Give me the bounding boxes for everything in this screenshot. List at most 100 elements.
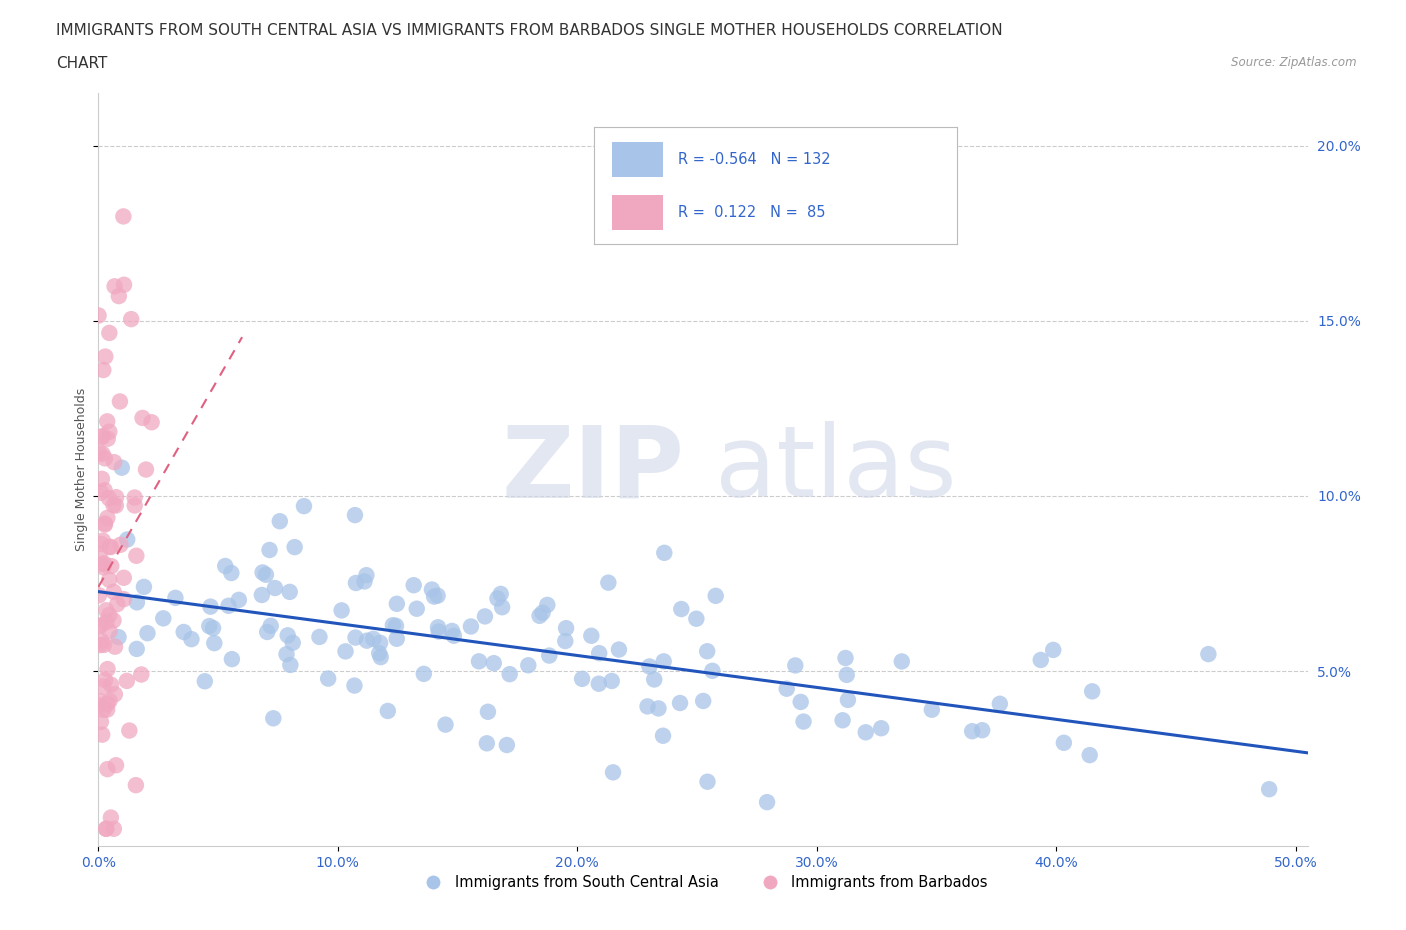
Point [308, 630, 330, 644]
Point [441, 623, 464, 638]
Point [91, 533, 114, 548]
Point [420, 582, 443, 597]
Point [104, 498, 127, 513]
Point [98, 326, 121, 340]
Point [588, 645, 610, 660]
Point [474, 609, 496, 624]
Point [125, 777, 148, 792]
Point [124, 490, 146, 505]
Point [91, 446, 114, 461]
Point [93, 557, 115, 572]
Point [96, 697, 118, 711]
Point [94, 672, 117, 687]
Point [112, 591, 135, 606]
Text: atlas: atlas [716, 421, 956, 518]
Point [115, 673, 138, 688]
Point [696, 775, 718, 790]
Point [221, 652, 243, 667]
Point [353, 574, 375, 589]
Text: Source: ZipAtlas.com: Source: ZipAtlas.com [1232, 56, 1357, 69]
Point [89, 547, 111, 562]
Point [538, 648, 561, 663]
Point [598, 576, 620, 591]
Point [405, 602, 427, 617]
Point [91, 679, 114, 694]
Point [531, 605, 554, 620]
Point [491, 600, 513, 615]
Point [498, 667, 520, 682]
Point [100, 559, 122, 574]
Point [330, 603, 353, 618]
Point [1029, 653, 1052, 668]
Point [103, 498, 125, 512]
Point [475, 736, 498, 751]
Point [370, 650, 392, 665]
Point [91, 702, 114, 717]
Point [98, 572, 121, 587]
Point [103, 455, 125, 470]
Point [571, 671, 593, 686]
Point [105, 758, 128, 773]
Point [607, 642, 630, 657]
Point [692, 694, 714, 709]
Point [165, 591, 187, 605]
Point [652, 545, 675, 560]
Point [90, 633, 112, 648]
Point [97, 491, 120, 506]
Point [356, 567, 378, 582]
Point [269, 513, 291, 528]
Point [93, 560, 115, 575]
Point [402, 578, 425, 592]
Point [254, 567, 277, 582]
Point [90, 472, 112, 486]
Point [87, 698, 110, 713]
Point [94, 451, 117, 466]
Point [132, 579, 155, 594]
Point [90, 537, 112, 551]
Point [124, 498, 146, 513]
Point [262, 711, 284, 725]
Point [264, 580, 287, 595]
Point [96, 603, 118, 618]
Point [368, 635, 391, 650]
Point [87, 445, 110, 459]
Point [1258, 782, 1281, 797]
Point [702, 663, 724, 678]
Point [281, 635, 304, 650]
Point [98, 539, 121, 554]
Point [97, 432, 120, 446]
Point [96, 702, 118, 717]
Point [110, 538, 132, 552]
Point [669, 696, 692, 711]
Point [837, 693, 859, 708]
Legend: Immigrants from South Central Asia, Immigrants from Barbados: Immigrants from South Central Asia, Immi… [412, 869, 994, 896]
Point [890, 654, 912, 669]
Point [434, 717, 457, 732]
Point [105, 490, 128, 505]
Point [202, 620, 225, 635]
Point [198, 618, 221, 633]
Point [647, 701, 669, 716]
Point [100, 677, 122, 692]
Point [228, 592, 250, 607]
Point [638, 659, 661, 674]
Point [252, 565, 274, 580]
Point [460, 619, 482, 634]
Point [115, 532, 138, 547]
Point [100, 810, 122, 825]
Point [256, 625, 278, 640]
Point [93, 637, 115, 652]
Point [98, 607, 121, 622]
Point [129, 667, 152, 682]
Point [105, 597, 128, 612]
Point [104, 279, 127, 294]
Point [602, 764, 624, 779]
Point [685, 611, 707, 626]
Point [94, 516, 117, 531]
Point [776, 682, 799, 697]
Point [831, 712, 853, 727]
Point [834, 651, 856, 666]
Point [112, 570, 135, 585]
Point [141, 415, 163, 430]
Point [94, 517, 117, 532]
